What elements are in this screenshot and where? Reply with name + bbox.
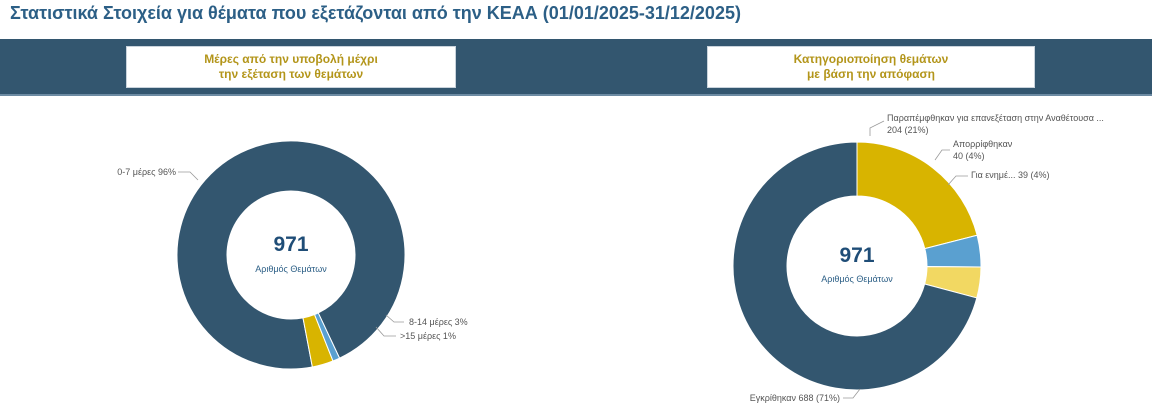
panel-title-decision-line1: Κατηγοριοποίηση θεμάτων <box>793 52 949 66</box>
center-value-decision: 971 <box>839 244 874 267</box>
donut-leaders-decision <box>843 120 968 399</box>
charts-canvas: 0-7 μέρες 96% 8-14 μέρες 3% >15 μέρες 1%… <box>117 113 1104 403</box>
slice-label-0-7-days: 0-7 μέρες 96% <box>117 167 176 177</box>
donut-slices-decision <box>732 141 982 391</box>
slice-label-rejected-line2: 40 (4%) <box>953 151 985 161</box>
slice-15-days[interactable] <box>313 312 341 362</box>
center-label-days: Αριθμός Θεμάτων <box>255 264 327 274</box>
panel-title-decision-line2: με βάση την απόφαση <box>806 67 936 81</box>
leader-line-15-days <box>375 326 396 337</box>
leader-line-8-14-days <box>385 314 404 323</box>
slice-label-approved: Εγκρίθηκαν 688 (71%) <box>750 393 840 403</box>
slice-8-14-days[interactable] <box>302 313 334 368</box>
donut-leaders-days <box>178 171 404 337</box>
slice-approved[interactable] <box>732 141 978 391</box>
leader-line-referred <box>869 120 885 136</box>
donut-slices-days <box>176 140 406 370</box>
slice-0-7-days[interactable] <box>176 140 406 370</box>
slice-label-info: Για ενημέ... 39 (4%) <box>971 170 1050 180</box>
slice-label-referred-line1: Παραπέμφθηκαν για επανεξέταση στην Αναθέ… <box>887 113 1104 123</box>
leader-line-0-7-days <box>178 171 199 181</box>
panel-title-days: Μέρες από την υποβολή μέχρι την εξέταση … <box>126 46 456 88</box>
slice-label-rejected-line1: Απορρίφθηκαν <box>953 139 1013 149</box>
center-label-decision: Αριθμός Θεμάτων <box>821 274 893 284</box>
panel-title-days-line2: την εξέταση των θεμάτων <box>218 67 364 81</box>
leader-line-approved <box>843 388 861 399</box>
slice-label-referred-line2: 204 (21%) <box>887 125 929 135</box>
panel-title-days-line1: Μέρες από την υποβολή μέχρι <box>204 52 378 66</box>
panel-title-decision: Κατηγοριοποίηση θεμάτων με βάση την απόφ… <box>707 46 1035 88</box>
page-title: Στατιστικά Στοιχεία για θέματα που εξετά… <box>10 3 741 23</box>
slice-label-15-days: >15 μέρες 1% <box>400 331 456 341</box>
leader-line-rejected <box>934 149 950 161</box>
donut-chart-days: 0-7 μέρες 96% 8-14 μέρες 3% >15 μέρες 1%… <box>117 140 468 370</box>
center-value-days: 971 <box>273 233 308 256</box>
slice-label-8-14-days: 8-14 μέρες 3% <box>409 317 468 327</box>
leader-line-info <box>947 175 968 186</box>
donut-chart-decision: Παραπέμφθηκαν για επανεξέταση στην Αναθέ… <box>732 113 1104 403</box>
